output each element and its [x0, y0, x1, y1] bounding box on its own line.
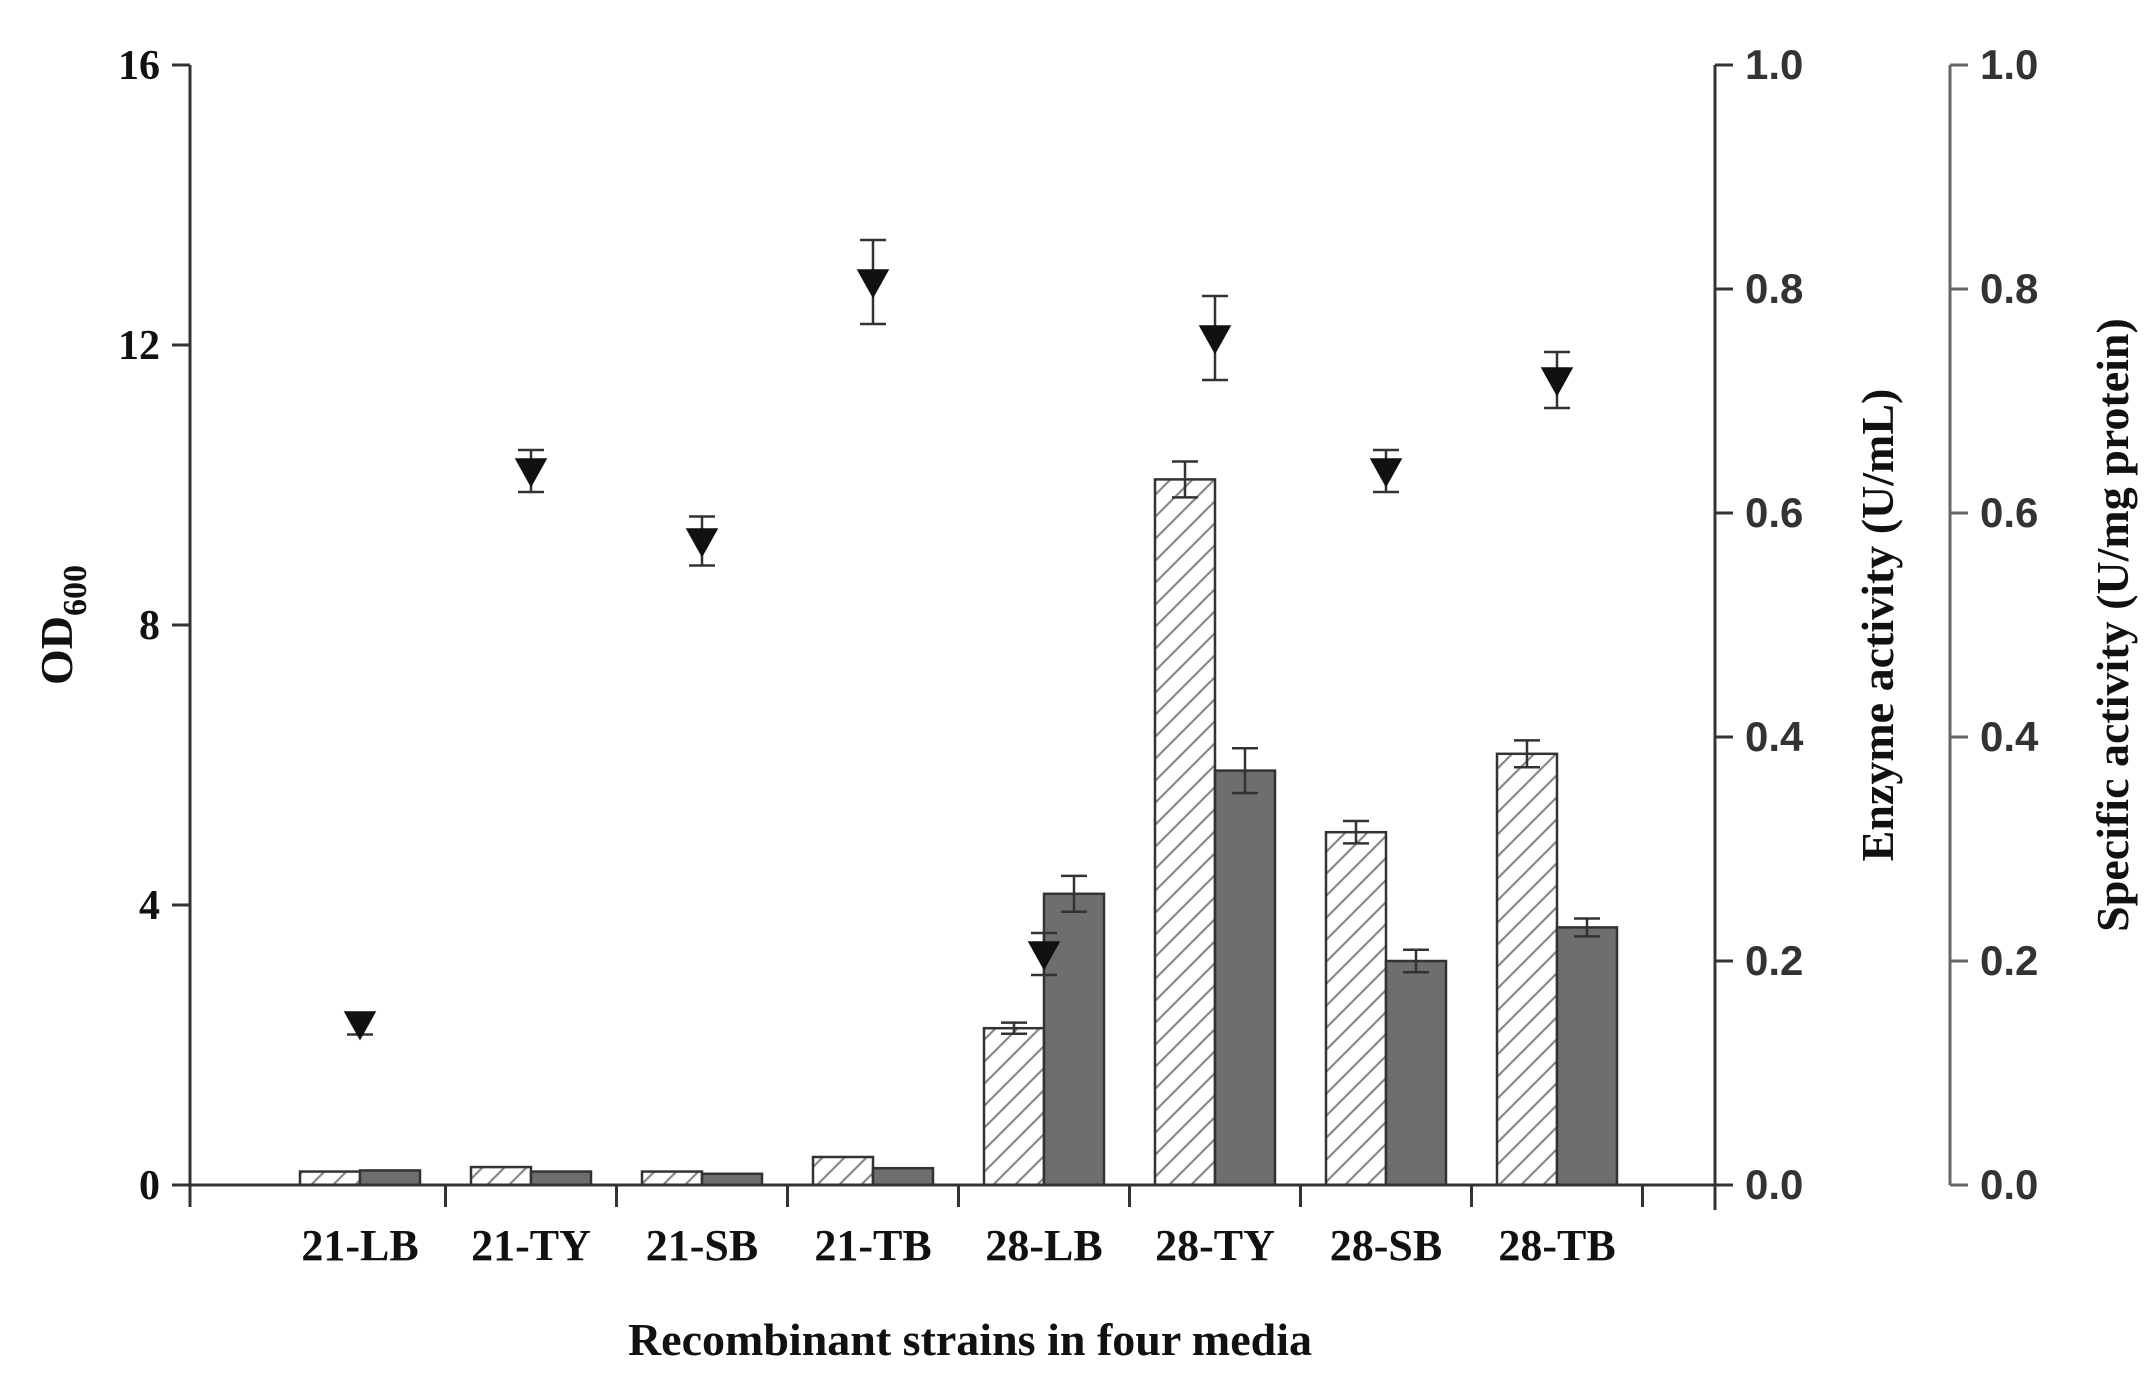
y-specific-tick-label: 1.0 — [1980, 41, 2038, 88]
marker-od-28-SB — [1369, 458, 1403, 488]
error-bars-layer — [347, 238, 1600, 1036]
bar-specific-activity-21-TY — [529, 1170, 593, 1187]
bar-enzyme-activity-21-TY — [469, 1165, 533, 1187]
y-specific-tick-label: 0.8 — [1980, 265, 2038, 312]
bar-enzyme-activity-28-TY — [1153, 478, 1217, 1187]
error-specific-28-TY — [1232, 746, 1258, 795]
y-left-tick-label: 4 — [139, 883, 160, 929]
bar-specific-activity-21-SB — [700, 1172, 764, 1187]
marker-od-21-LB — [343, 1011, 377, 1041]
y-specific-tick-label: 0.0 — [1980, 1161, 2038, 1208]
y-left-tick-label: 0 — [139, 1163, 160, 1209]
bar-specific-activity-28-LB — [1042, 892, 1106, 1187]
error-specific-28-SB — [1403, 948, 1429, 974]
y-enzyme-tick-label: 0.0 — [1745, 1161, 1803, 1208]
marker-od-21-TB — [856, 269, 890, 299]
marker-od-28-LB — [1027, 941, 1061, 971]
bar-specific-activity-28-SB — [1384, 959, 1448, 1187]
bar-enzyme-activity-21-SB — [640, 1170, 704, 1187]
y-left-tick-label: 8 — [139, 603, 160, 649]
bar-enzyme-activity-28-LB — [982, 1026, 1046, 1187]
marker-od-28-TY — [1198, 325, 1232, 355]
error-enzyme-28-SB — [1343, 819, 1369, 845]
x-tick-label: 21-SB — [646, 1221, 758, 1270]
y-enzyme-tick-label: 0.6 — [1745, 489, 1803, 536]
bar-enzyme-activity-28-SB — [1324, 830, 1388, 1187]
marker-od-28-TB — [1540, 367, 1574, 397]
y-specific-tick-label: 0.2 — [1980, 937, 2038, 984]
bar-specific-activity-21-TB — [871, 1166, 935, 1187]
x-tick-label: 28-TY — [1155, 1221, 1275, 1270]
bar-specific-activity-28-TB — [1555, 926, 1619, 1187]
y-axis-enzyme-title: Enzyme activity (U/mL) — [1852, 389, 1903, 862]
x-tick-label: 28-TB — [1498, 1221, 1615, 1270]
x-tick-label: 28-SB — [1330, 1221, 1442, 1270]
marker-od-21-TY — [514, 458, 548, 488]
y-axis-left-title: OD600 — [31, 565, 94, 685]
x-tick-label: 21-LB — [301, 1221, 418, 1270]
y-enzyme-tick-label: 1.0 — [1745, 41, 1803, 88]
error-enzyme-28-TY — [1172, 460, 1198, 499]
markers-layer — [343, 269, 1574, 1041]
x-tick-label: 28-LB — [985, 1221, 1102, 1270]
y-enzyme-tick-label: 0.2 — [1745, 937, 1803, 984]
bar-specific-activity-28-TY — [1213, 769, 1277, 1187]
y-axis-specific-title: Specific activity (U/mg protein) — [2087, 318, 2138, 932]
x-tick-label: 21-TY — [471, 1221, 591, 1270]
x-tick-label: 21-TB — [814, 1221, 931, 1270]
labels-layer: Recombinant strains in four media OD600 … — [31, 318, 2138, 1365]
bar-enzyme-activity-28-TB — [1495, 752, 1559, 1187]
y-left-tick-label: 16 — [118, 43, 160, 89]
y-specific-tick-label: 0.6 — [1980, 489, 2038, 536]
bar-enzyme-activity-21-TB — [811, 1155, 875, 1187]
y-axis-left-title-sub: 600 — [57, 565, 94, 616]
bar-enzyme-activity-21-LB — [298, 1170, 362, 1187]
error-specific-28-LB — [1061, 874, 1087, 913]
bars-layer — [298, 478, 1619, 1187]
y-enzyme-tick-label: 0.4 — [1745, 713, 1804, 760]
y-axis-left-title-main: OD — [31, 616, 82, 685]
y-left-tick-label: 12 — [118, 323, 160, 369]
error-enzyme-28-TB — [1514, 739, 1540, 769]
marker-od-21-SB — [685, 528, 719, 558]
x-axis-title: Recombinant strains in four media — [628, 1314, 1312, 1365]
y-specific-tick-label: 0.4 — [1980, 713, 2039, 760]
y-enzyme-tick-label: 0.8 — [1745, 265, 1803, 312]
bar-specific-activity-21-LB — [358, 1169, 422, 1187]
error-enzyme-28-LB — [1001, 1021, 1027, 1036]
error-specific-28-TB — [1574, 917, 1600, 938]
axes-layer: 0 4 8 12 16 0.0 0.2 0.4 0.6 0.8 1.0 0.0 0.2 0.4 0.6 0.8… — [118, 41, 2039, 1270]
